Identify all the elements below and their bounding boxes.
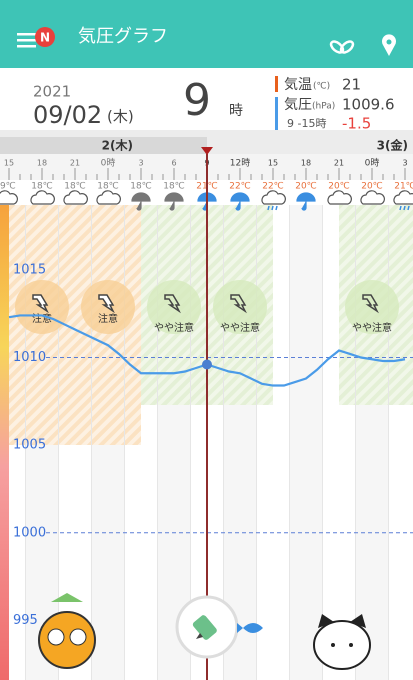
alert-icon <box>98 294 115 314</box>
pressure-change: -1.5 <box>342 115 371 133</box>
temp-label: 気温 <box>284 77 312 93</box>
y-tick-label: 1015 <box>13 262 46 277</box>
day-label: 2(木) <box>102 138 133 153</box>
location-icon[interactable] <box>382 34 396 56</box>
temperature: 19℃ <box>0 182 16 192</box>
x-tick-label: 3 <box>402 159 407 168</box>
alert-label: 注意 <box>98 312 118 325</box>
alert-icon <box>32 294 49 314</box>
pressure-strip <box>0 205 9 680</box>
temp-value: 21 <box>342 76 361 94</box>
x-tick-label: 18 <box>37 159 47 168</box>
weather-icon <box>0 190 18 205</box>
year: 2021 <box>33 83 71 101</box>
alert-icon <box>362 294 379 314</box>
temp-unit: (℃) <box>313 82 330 92</box>
rain-drops <box>399 205 410 211</box>
alert-label: やや注意 <box>154 321 194 334</box>
share-icon[interactable] <box>329 39 355 54</box>
x-tick-label: 0時 <box>101 158 116 169</box>
x-tick-label: 18 <box>301 159 311 168</box>
pressure-unit: (hPa) <box>312 102 335 112</box>
owl-character <box>38 593 96 669</box>
current-point <box>202 359 212 370</box>
temperature: 18℃ <box>97 182 119 192</box>
temperature: 21℃ <box>394 182 413 192</box>
x-tick-label: 21 <box>334 159 344 168</box>
weather-icon <box>360 190 385 205</box>
info-panel <box>0 68 413 130</box>
temperature: 18℃ <box>130 182 152 192</box>
temperature: 22℃ <box>229 182 251 192</box>
date: 09/02 <box>33 101 102 129</box>
temperature: 18℃ <box>64 182 86 192</box>
weather-icon <box>30 190 55 205</box>
pressure-bar <box>275 97 278 130</box>
app-title: 気圧グラフ <box>78 26 168 47</box>
x-tick-label: 15 <box>4 159 14 168</box>
x-tick-label: 21 <box>70 159 80 168</box>
y-tick-label: 1010 <box>13 350 46 365</box>
alert-label: やや注意 <box>352 321 392 334</box>
column-shade <box>289 205 323 680</box>
temperature: 18℃ <box>163 182 185 192</box>
fish-icon <box>237 623 263 633</box>
badge: N <box>40 31 50 45</box>
alert-icon <box>230 294 247 314</box>
weather-icon <box>164 192 184 211</box>
day-row-future <box>207 137 413 154</box>
x-tick-label: 0時 <box>365 158 380 169</box>
temperature: 18℃ <box>31 182 53 192</box>
x-tick-label: 3 <box>138 159 143 168</box>
hour: 9 <box>183 75 211 126</box>
y-tick-label: 995 <box>13 613 38 628</box>
weather-icon <box>327 190 352 205</box>
y-tick-label: 1005 <box>13 438 46 453</box>
weather-icon <box>131 192 151 211</box>
alert-icon <box>164 294 181 314</box>
temp-bar <box>275 76 278 92</box>
pressure-label: 気圧 <box>284 97 312 113</box>
edit-button[interactable] <box>175 595 239 659</box>
temperature: 20℃ <box>361 182 383 192</box>
weather-icon <box>230 192 250 211</box>
divider <box>0 130 413 137</box>
current-time-marker <box>201 147 213 155</box>
weekday: (木) <box>107 108 134 126</box>
alert-label: やや注意 <box>220 321 260 334</box>
range-label: 9 -15時 <box>287 117 326 130</box>
x-tick-label: 6 <box>171 159 176 168</box>
x-tick-label: 12時 <box>230 158 250 169</box>
day-label: 3(金) <box>377 138 408 153</box>
weather-icon <box>296 192 316 211</box>
x-tick-label: 15 <box>268 159 278 168</box>
hour-unit: 時 <box>229 103 243 119</box>
weather-icon <box>393 190 413 205</box>
temperature: 20℃ <box>295 182 317 192</box>
cat-character <box>313 614 371 670</box>
weather-icon <box>261 190 286 205</box>
temperature: 22℃ <box>262 182 284 192</box>
weather-icon <box>63 190 88 205</box>
menu-button[interactable]: N <box>17 27 55 48</box>
pressure-value: 1009.6 <box>342 96 395 114</box>
rain-drops <box>267 205 278 211</box>
weather-icon <box>96 190 121 205</box>
y-tick-label: 1000 <box>13 525 46 540</box>
app-bar <box>0 0 413 68</box>
temperature: 20℃ <box>328 182 350 192</box>
